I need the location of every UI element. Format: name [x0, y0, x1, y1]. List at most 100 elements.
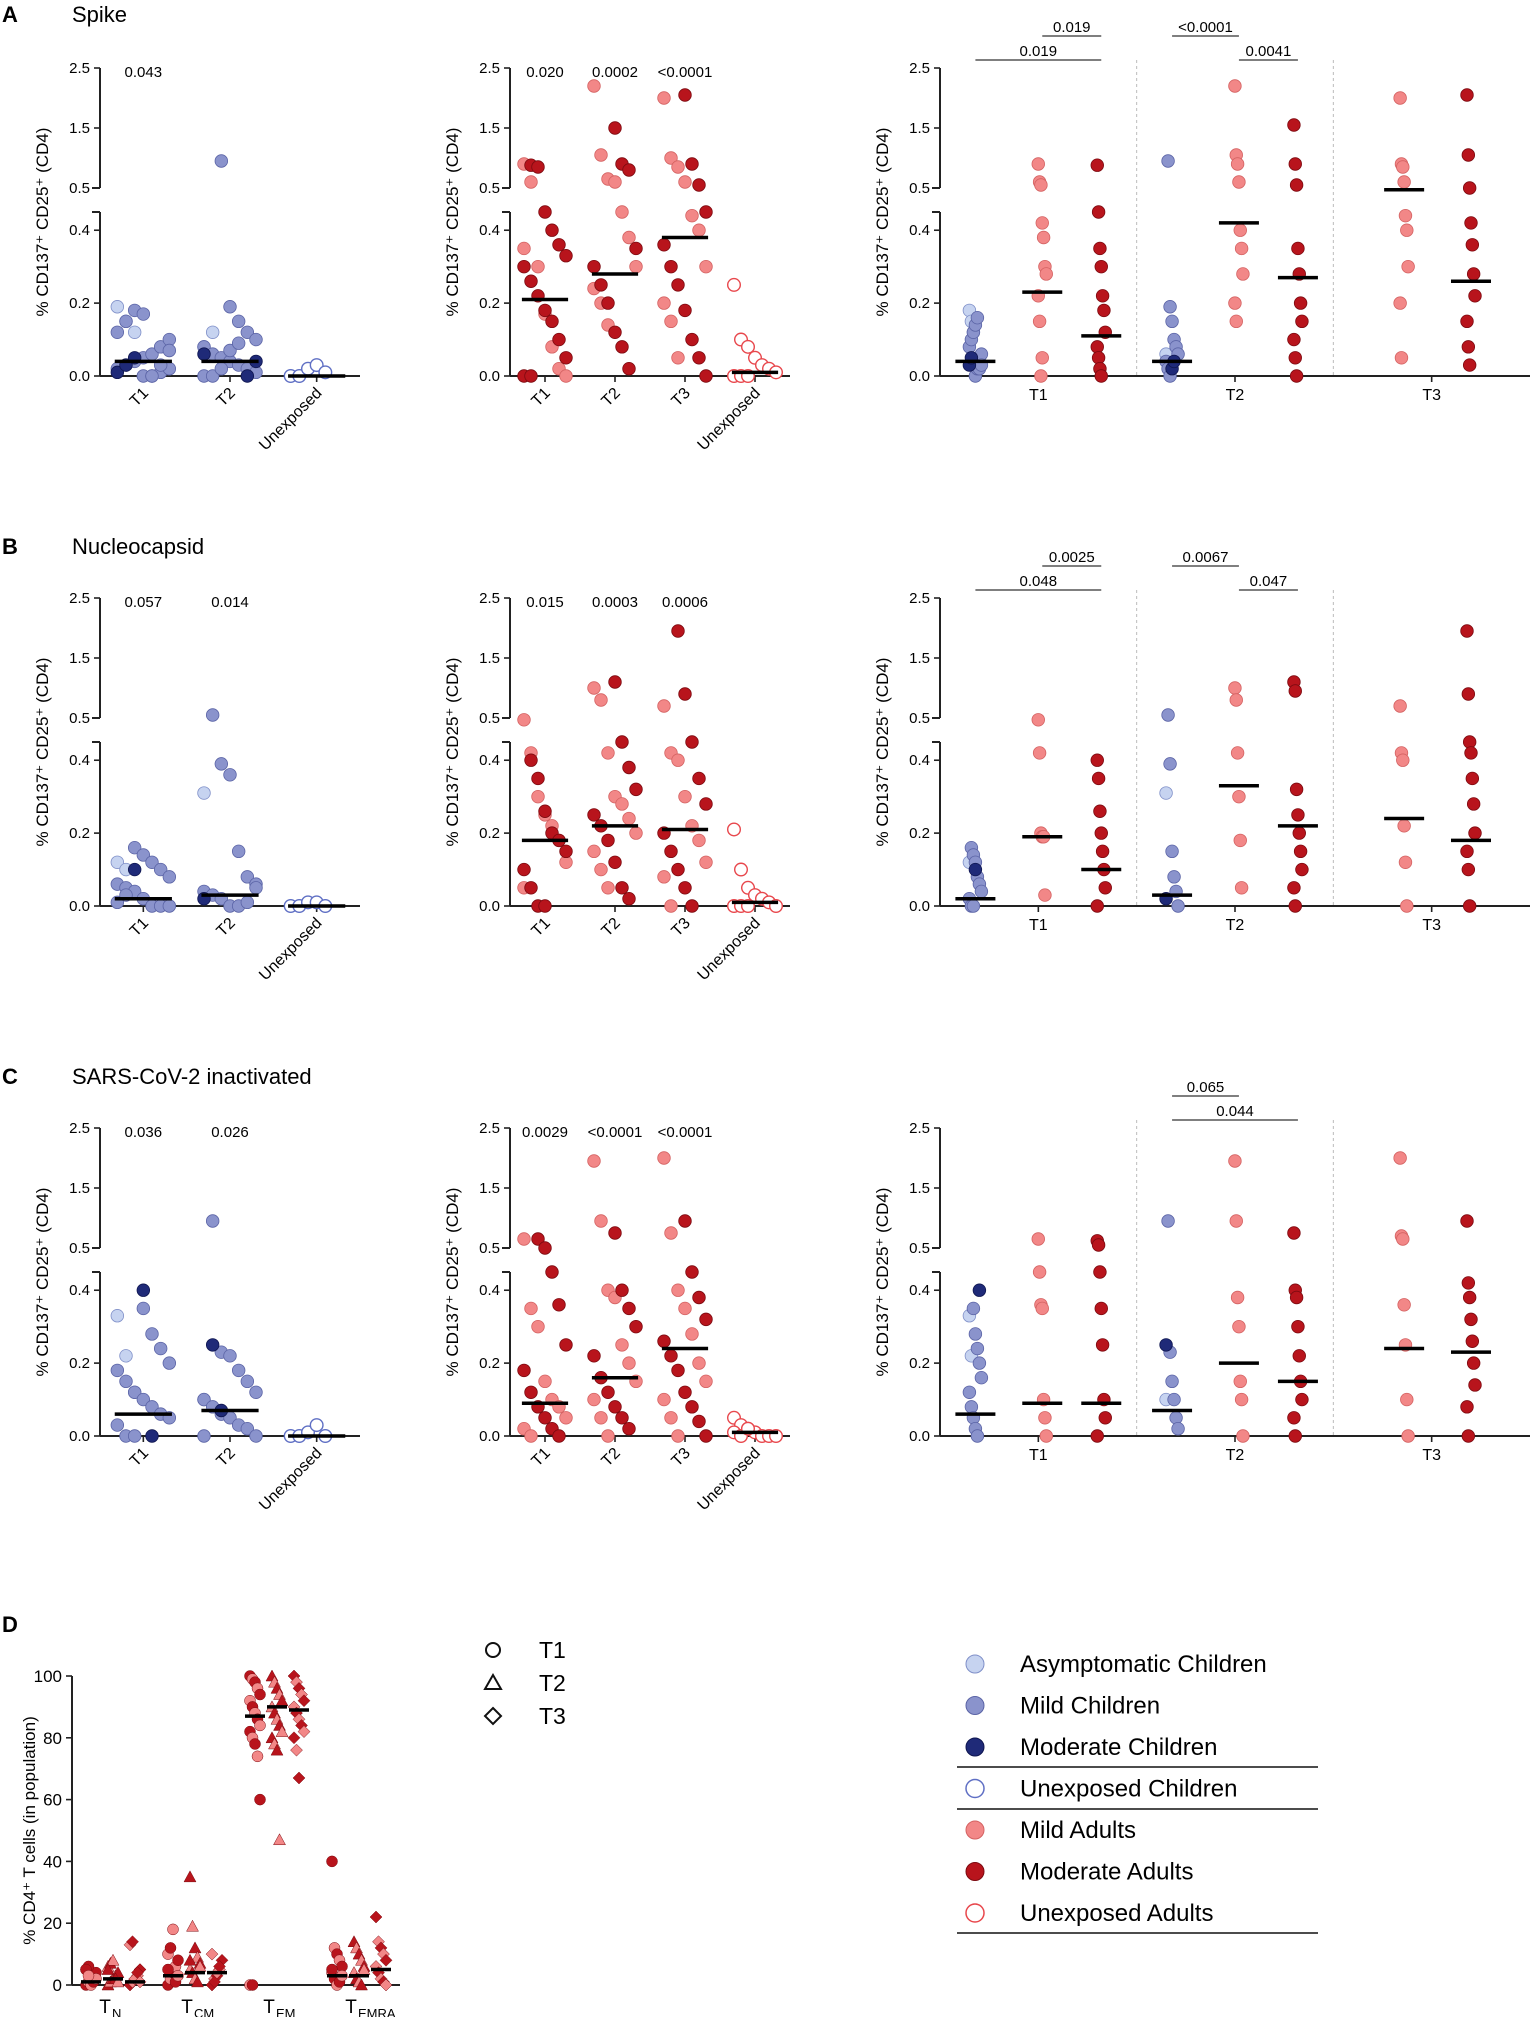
data-point [1289, 782, 1304, 797]
x-tick-label: T1 [529, 385, 554, 410]
y-tick-label: 1.5 [909, 1180, 930, 1197]
legend-shape-triangle [483, 1672, 503, 1690]
data-point [1095, 1338, 1110, 1352]
x-tick-label: T [181, 1997, 193, 2017]
data-point [1094, 259, 1108, 274]
data-point [273, 1833, 286, 1846]
y-axis-label: % CD4⁺ T cells (in population) [20, 1716, 39, 1945]
data-point [622, 362, 636, 376]
data-point [223, 343, 237, 358]
data-point [1229, 1214, 1243, 1228]
p-value-label: <0.0001 [658, 64, 713, 81]
data-point [127, 325, 142, 339]
data-point [249, 1385, 263, 1399]
data-point [671, 160, 685, 174]
data-point [1035, 1301, 1049, 1316]
data-point [629, 782, 643, 797]
data-point [1090, 1429, 1104, 1443]
y-axis-label: % CD137⁺ CD25⁺ (CD4) [873, 658, 892, 847]
data-point [110, 300, 125, 314]
legend-label: Unexposed Children [1020, 1776, 1237, 1803]
p-value-label: 0.036 [125, 1124, 163, 1141]
y-tick-label: 0.2 [909, 825, 930, 842]
data-point [538, 1241, 552, 1255]
data-point [110, 1418, 125, 1432]
data-point [1232, 175, 1246, 189]
panel-title-b: Nucleocapsid [72, 534, 204, 559]
data-point [1232, 1319, 1246, 1334]
legend-shape-label: T1 [539, 1637, 566, 1663]
data-point [699, 797, 713, 811]
x-tick-label: T2 [1226, 387, 1245, 404]
data-point [622, 1356, 636, 1370]
y-tick-label: 0.5 [69, 1240, 90, 1257]
data-point [270, 1743, 284, 1756]
data-point [531, 771, 545, 786]
data-point [119, 1349, 133, 1363]
data-point [1230, 157, 1245, 171]
data-point [119, 314, 133, 329]
data-point [379, 1953, 393, 1967]
data-point [205, 325, 220, 339]
y-tick-label: 0 [53, 1976, 62, 1995]
legend-label: Asymptomatic Children [1020, 1651, 1267, 1678]
data-point [524, 1301, 538, 1316]
data-point [587, 1154, 601, 1168]
data-point [111, 1975, 125, 1988]
data-point [552, 332, 566, 347]
bracket-p-value: 0.0025 [1049, 549, 1095, 566]
data-point [379, 1978, 393, 1992]
data-point [1287, 881, 1301, 895]
data-point [1230, 746, 1245, 760]
data-point [127, 840, 142, 855]
data-point [692, 178, 706, 192]
data-point [1394, 351, 1409, 365]
y-tick-label: 0.4 [909, 1282, 930, 1299]
data-point [186, 1919, 199, 1932]
data-point [1295, 862, 1309, 877]
data-point [1159, 1338, 1173, 1352]
y-tick-label: 0.4 [479, 222, 500, 239]
data-point [1031, 713, 1045, 727]
legend-swatch [965, 1696, 985, 1715]
data-point [1230, 1290, 1245, 1305]
panel-letter-d: D [2, 1612, 18, 1637]
data-point [685, 735, 699, 749]
data-point [685, 157, 699, 171]
data-point [671, 862, 685, 877]
x-tick-subscript: CM [194, 2006, 214, 2017]
data-point [1091, 205, 1106, 219]
data-point [657, 1392, 671, 1407]
data-point [678, 789, 692, 804]
data-point [1393, 1151, 1407, 1165]
data-point [136, 848, 151, 862]
data-point [110, 855, 125, 869]
data-point [608, 121, 622, 135]
data-point [1287, 1411, 1301, 1425]
data-point [601, 881, 615, 895]
data-point [1097, 303, 1111, 318]
data-point [1039, 1429, 1053, 1443]
data-point [1398, 208, 1413, 223]
y-tick-label: 0.4 [909, 222, 930, 239]
data-point [1234, 881, 1249, 895]
data-point [126, 1935, 139, 1949]
x-tick-label: T2 [599, 1445, 624, 1470]
data-point [110, 365, 125, 380]
data-point [1165, 844, 1179, 859]
p-value-label: 0.043 [125, 64, 163, 81]
data-point [1098, 1411, 1112, 1425]
y-tick-label: 0.2 [69, 825, 90, 842]
data-point [1095, 844, 1110, 859]
data-point [545, 1265, 559, 1279]
legend-swatch [965, 1778, 985, 1799]
x-tick-label: T1 [127, 385, 152, 410]
data-point [538, 1374, 552, 1389]
data-point [692, 351, 706, 365]
data-point [727, 822, 742, 837]
data-point [671, 624, 685, 638]
y-tick-label: 0.0 [479, 368, 500, 385]
data-point [254, 1688, 266, 1701]
data-point [741, 339, 756, 354]
y-tick-label: 0.2 [69, 1355, 90, 1372]
